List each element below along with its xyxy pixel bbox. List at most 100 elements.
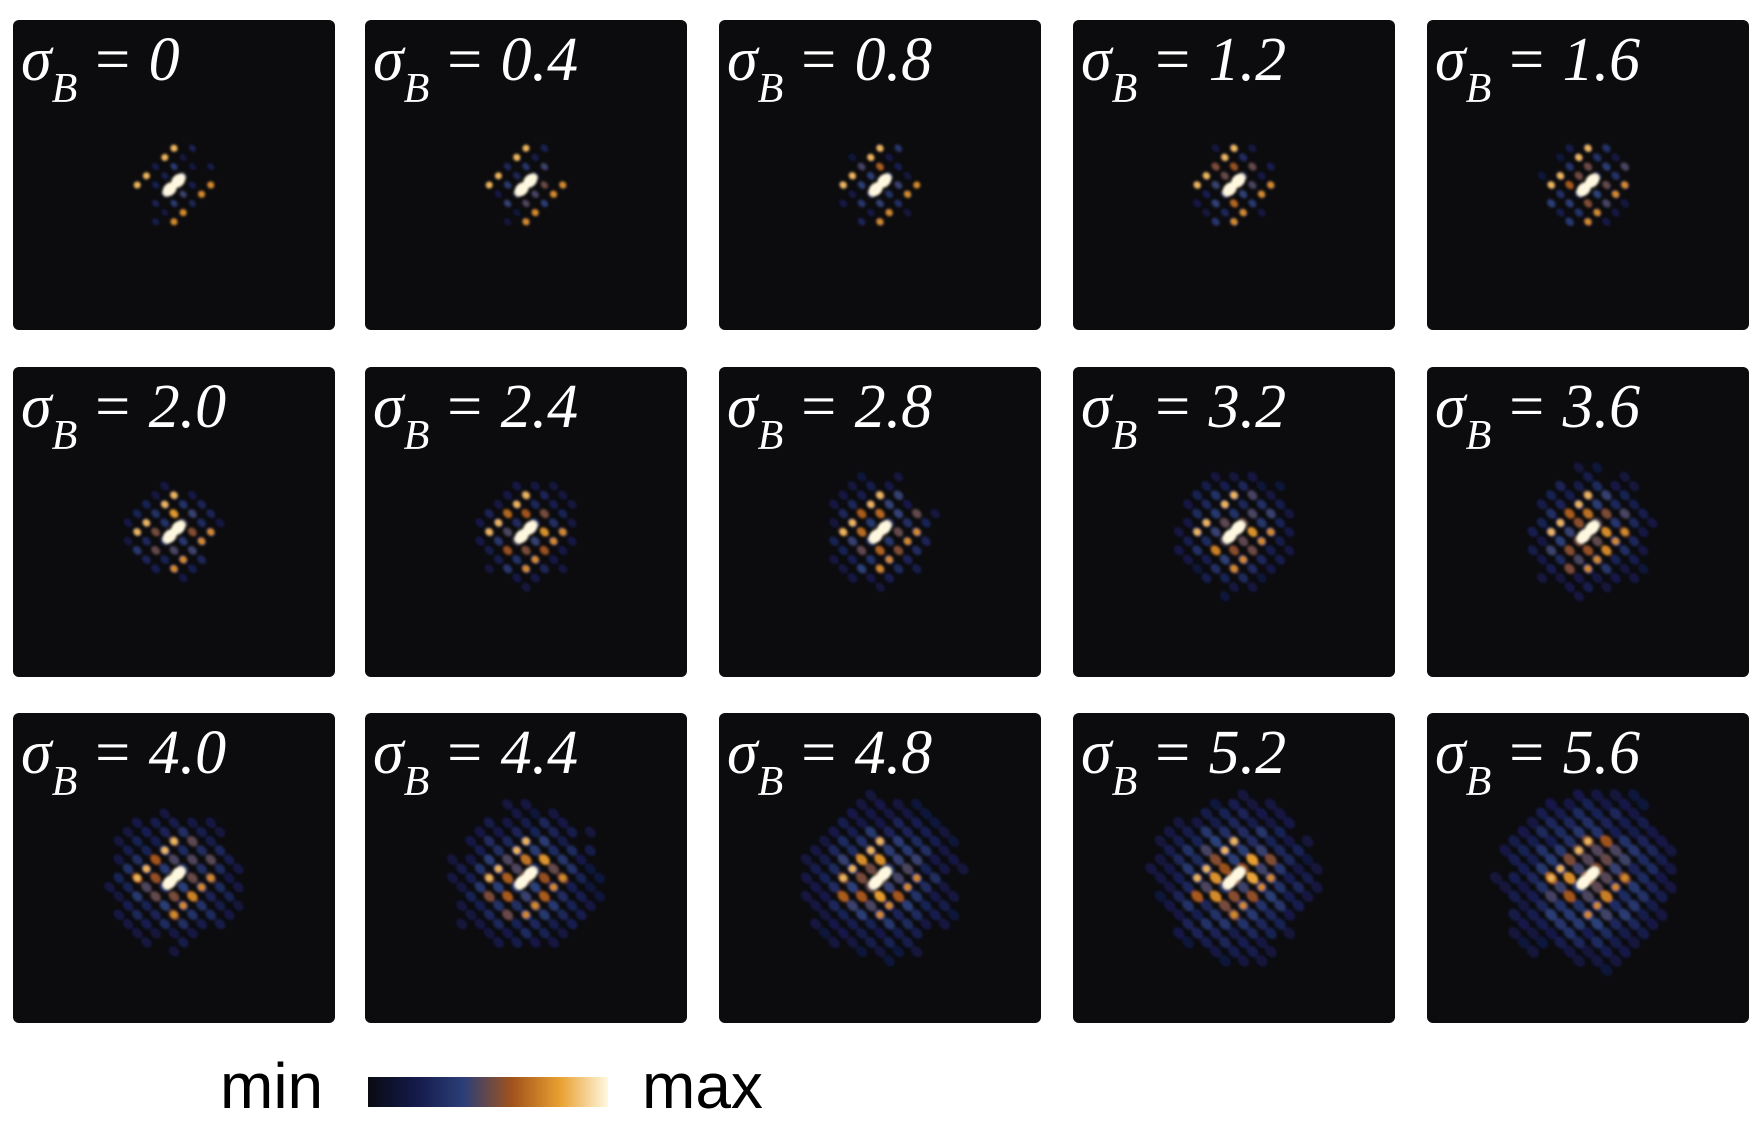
speckle bbox=[503, 490, 513, 500]
panel: σB = 5.2 bbox=[1073, 713, 1395, 1023]
panel-background bbox=[365, 367, 687, 677]
speckle bbox=[1275, 536, 1285, 547]
speckle bbox=[1163, 844, 1176, 857]
peak bbox=[514, 875, 529, 890]
label-symbol: σ bbox=[1435, 26, 1468, 94]
speckle bbox=[187, 564, 197, 574]
side-peak bbox=[876, 565, 884, 573]
speckle bbox=[1237, 881, 1250, 894]
speckle bbox=[446, 854, 458, 866]
speckle bbox=[1618, 890, 1631, 903]
speckle bbox=[1536, 826, 1549, 839]
speckle bbox=[197, 555, 206, 564]
speckle bbox=[1565, 199, 1574, 208]
speckle bbox=[1219, 481, 1230, 491]
speckle bbox=[892, 909, 905, 921]
peak bbox=[162, 529, 177, 544]
speckle bbox=[529, 881, 541, 893]
speckle bbox=[214, 826, 226, 838]
speckle bbox=[474, 826, 486, 838]
speckle bbox=[1209, 817, 1222, 829]
speckle bbox=[1536, 844, 1549, 857]
speckle bbox=[1620, 162, 1630, 171]
side-peak bbox=[1575, 500, 1583, 508]
speckle bbox=[800, 872, 813, 884]
speckle bbox=[1563, 908, 1576, 921]
pattern bbox=[1193, 144, 1275, 226]
speckle bbox=[484, 564, 494, 574]
speckle bbox=[1564, 563, 1575, 574]
speckle bbox=[865, 807, 877, 820]
speckle bbox=[1591, 807, 1604, 820]
speckle bbox=[483, 817, 495, 829]
speckle bbox=[520, 854, 532, 866]
speckle bbox=[1310, 881, 1323, 894]
speckle bbox=[1218, 826, 1231, 838]
label-subscript: B bbox=[758, 413, 784, 459]
speckle bbox=[503, 181, 512, 189]
panel-label: σB = 0 bbox=[21, 26, 180, 112]
speckle bbox=[1555, 499, 1566, 510]
speckle bbox=[838, 545, 849, 556]
speckle bbox=[1210, 563, 1221, 574]
speckle bbox=[1581, 927, 1595, 940]
speckle bbox=[1564, 545, 1575, 556]
side-peak bbox=[839, 528, 847, 536]
speckle bbox=[892, 927, 905, 939]
speckle bbox=[522, 199, 530, 208]
side-peak bbox=[1575, 846, 1583, 854]
speckle bbox=[1592, 499, 1603, 510]
speckle bbox=[1210, 471, 1221, 482]
speckle bbox=[920, 844, 932, 857]
speckle bbox=[1191, 927, 1204, 939]
speckle bbox=[892, 817, 905, 829]
speckle bbox=[921, 536, 931, 546]
side-peak bbox=[170, 144, 178, 152]
speckle bbox=[1255, 844, 1268, 857]
speckle bbox=[1618, 927, 1631, 940]
panel-background bbox=[13, 20, 335, 330]
speckle bbox=[1545, 816, 1558, 829]
speckle bbox=[1601, 508, 1612, 519]
speckle bbox=[132, 545, 142, 555]
label-subscript: B bbox=[404, 66, 430, 112]
speckle bbox=[1257, 171, 1266, 180]
side-peak bbox=[550, 883, 558, 891]
speckle bbox=[557, 817, 569, 829]
peak bbox=[162, 182, 177, 197]
peak bbox=[162, 875, 177, 890]
speckle bbox=[1618, 908, 1631, 921]
speckle bbox=[131, 854, 143, 865]
speckle bbox=[187, 909, 198, 921]
peak bbox=[1222, 182, 1237, 197]
speckle bbox=[1173, 927, 1185, 939]
speckle bbox=[884, 536, 894, 546]
speckle bbox=[1591, 936, 1604, 949]
speckle bbox=[131, 835, 143, 847]
speckle bbox=[205, 817, 217, 829]
speckle bbox=[1200, 881, 1213, 894]
speckle bbox=[839, 199, 848, 208]
speckle bbox=[1572, 807, 1585, 820]
speckle bbox=[1218, 862, 1231, 875]
side-peak bbox=[559, 874, 567, 882]
speckle bbox=[1247, 582, 1258, 593]
speckle bbox=[938, 844, 951, 857]
side-peak bbox=[531, 209, 539, 217]
speckle bbox=[929, 835, 941, 847]
speckle bbox=[113, 891, 125, 902]
speckle bbox=[819, 872, 831, 884]
speckle bbox=[1609, 954, 1622, 967]
speckle bbox=[557, 890, 569, 902]
panel-background bbox=[719, 367, 1041, 677]
speckle bbox=[1574, 208, 1584, 217]
speckle bbox=[456, 863, 468, 875]
speckle bbox=[1256, 499, 1267, 510]
speckle bbox=[1228, 927, 1240, 939]
speckle bbox=[465, 835, 477, 847]
panel-background bbox=[1073, 367, 1395, 677]
side-peak bbox=[1193, 528, 1201, 536]
label-value: = 2.0 bbox=[91, 373, 226, 441]
speckle bbox=[1602, 199, 1611, 208]
speckle bbox=[857, 217, 866, 226]
